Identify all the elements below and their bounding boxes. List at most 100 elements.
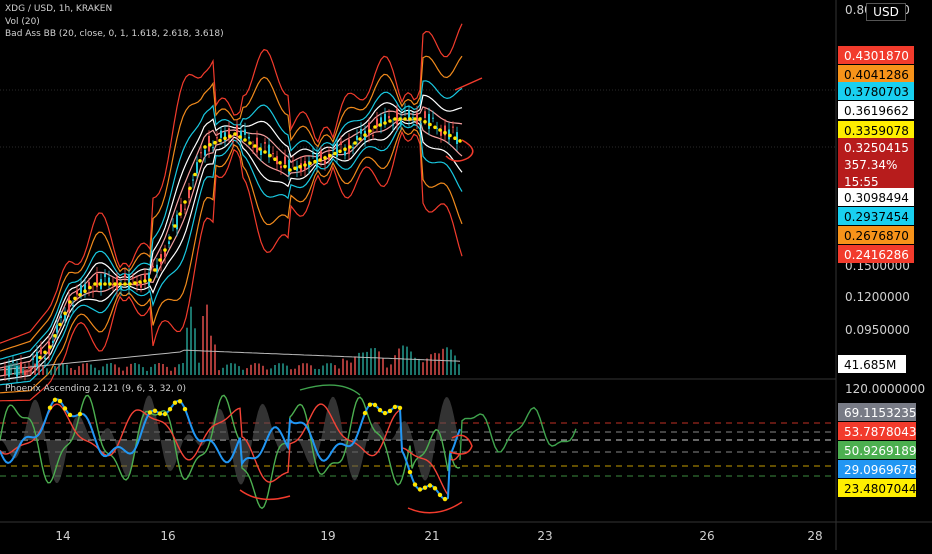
volume-bar xyxy=(298,365,300,375)
price-label-text: 0.3098494 xyxy=(844,191,909,205)
currency-selector[interactable]: USD xyxy=(866,3,906,21)
yellow-dot xyxy=(153,268,157,272)
price-label-box xyxy=(838,138,914,156)
oscillator-yellow-dot xyxy=(427,483,433,488)
yellow-dot xyxy=(208,143,212,147)
time-tick-label: 26 xyxy=(699,529,714,543)
volume-bar xyxy=(418,358,420,375)
yellow-dot xyxy=(188,186,192,191)
candle-body xyxy=(312,153,314,155)
yellow-dot xyxy=(98,282,102,286)
volume-bar xyxy=(222,367,224,375)
candle-body xyxy=(32,358,34,360)
candle-body xyxy=(232,141,234,143)
yellow-dot xyxy=(218,138,222,143)
price-label-box xyxy=(838,226,914,244)
candle-body xyxy=(176,214,178,230)
price-axis[interactable]: 0.80000000.15000000.12000000.09500000.43… xyxy=(55,3,925,543)
volume-ma-line xyxy=(0,349,461,371)
candle-body xyxy=(280,165,282,169)
volume-bar xyxy=(254,363,256,375)
candle-body xyxy=(184,208,186,210)
yellow-dot xyxy=(398,117,402,121)
candle-body xyxy=(28,366,30,369)
oscillator-yellow-dot xyxy=(177,399,183,404)
candle-body xyxy=(156,264,158,273)
candle-body xyxy=(168,241,170,244)
candle-body xyxy=(216,137,218,139)
volume-bar xyxy=(118,367,120,375)
oscillator-legend: Phoenix Ascending 2.121 (9, 6, 3, 32, 0) xyxy=(5,384,186,394)
yellow-dot xyxy=(403,117,407,121)
candle-body xyxy=(404,110,406,112)
yellow-dot xyxy=(158,258,162,262)
volume-bar xyxy=(78,366,80,375)
yellow-dot xyxy=(173,224,177,228)
oscillator-yellow-dot xyxy=(412,482,418,487)
volume-bar xyxy=(242,369,244,375)
upper-band-fib xyxy=(0,55,463,352)
candle-body xyxy=(204,149,206,156)
volume-bar xyxy=(362,352,364,375)
yellow-dot xyxy=(448,133,452,138)
volume-bar xyxy=(186,327,188,375)
volume-bar xyxy=(74,369,76,375)
volume-bar xyxy=(390,364,392,375)
candle-body xyxy=(16,365,18,377)
yellow-dot xyxy=(383,121,387,125)
volume-bar xyxy=(354,356,356,375)
yellow-dot xyxy=(288,168,292,172)
volume-bar xyxy=(182,363,184,375)
yellow-dot xyxy=(73,296,77,301)
oscillator-yellow-dot xyxy=(432,486,438,491)
yellow-dot xyxy=(128,282,132,286)
candle-body xyxy=(424,111,426,118)
volume-bar xyxy=(286,365,288,375)
candle-body xyxy=(400,117,402,125)
volume-bar xyxy=(282,363,284,375)
price-label-box xyxy=(838,172,914,190)
candle-body xyxy=(292,160,294,162)
volume-bar xyxy=(146,370,148,375)
volume-bar xyxy=(234,363,236,375)
volume-bar xyxy=(14,363,16,375)
candle-body xyxy=(72,304,74,306)
oscillator-yellow-dot xyxy=(367,402,373,407)
volume-bar xyxy=(126,366,128,375)
volume-bar xyxy=(150,366,152,375)
candle-body xyxy=(76,290,78,295)
volume-bar xyxy=(226,364,228,375)
candle-body xyxy=(432,117,434,119)
yellow-dot xyxy=(443,130,447,135)
yellow-dot xyxy=(428,122,432,127)
volume-bar xyxy=(30,365,32,375)
candle-body xyxy=(272,153,274,155)
yellow-dot xyxy=(248,141,252,145)
yellow-dot xyxy=(148,278,152,282)
yellow-dot xyxy=(253,144,257,148)
volume-bar xyxy=(398,348,400,375)
volume-bar xyxy=(94,367,96,375)
candle-body xyxy=(436,127,438,129)
peak-drawing xyxy=(299,384,361,396)
candle-body xyxy=(408,110,410,120)
volume-bar xyxy=(330,363,332,375)
oscillator-label-text: 53.7878043 xyxy=(844,425,917,439)
oscillator-red-line xyxy=(0,403,461,497)
volume-bar xyxy=(294,368,296,375)
bollinger-bands xyxy=(0,23,463,402)
upper-band-outer xyxy=(0,23,463,344)
volume-bar xyxy=(262,365,264,375)
price-label-box xyxy=(838,101,914,119)
oscillator-wave-fill xyxy=(0,395,460,485)
yellow-dot xyxy=(273,157,277,161)
volume-bar xyxy=(322,365,324,375)
yellow-dot xyxy=(378,123,382,127)
time-tick-label: 16 xyxy=(160,529,175,543)
candle-body xyxy=(352,147,354,149)
projection-drawing xyxy=(459,406,577,461)
candle-body xyxy=(324,160,326,165)
